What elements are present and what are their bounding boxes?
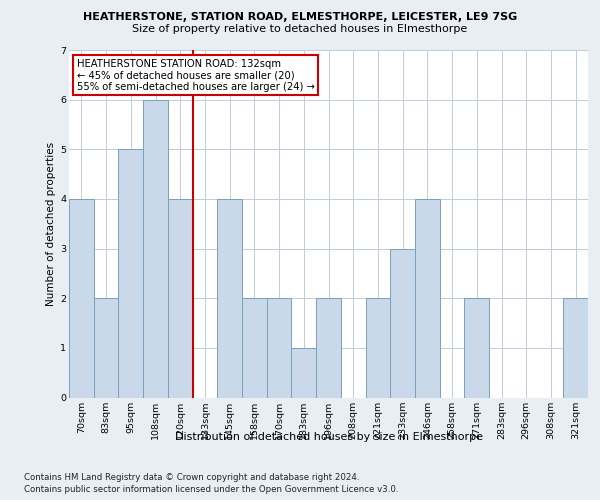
Text: Contains HM Land Registry data © Crown copyright and database right 2024.: Contains HM Land Registry data © Crown c… — [24, 472, 359, 482]
Bar — [168, 199, 193, 398]
Text: HEATHERSTONE STATION ROAD: 132sqm
← 45% of detached houses are smaller (20)
55% : HEATHERSTONE STATION ROAD: 132sqm ← 45% … — [77, 58, 314, 92]
Text: Size of property relative to detached houses in Elmesthorpe: Size of property relative to detached ho… — [133, 24, 467, 34]
Y-axis label: Number of detached properties: Number of detached properties — [46, 142, 56, 306]
Bar — [118, 150, 143, 398]
Bar — [242, 298, 267, 398]
Bar — [267, 298, 292, 398]
Text: HEATHERSTONE, STATION ROAD, ELMESTHORPE, LEICESTER, LE9 7SG: HEATHERSTONE, STATION ROAD, ELMESTHORPE,… — [83, 12, 517, 22]
Bar — [365, 298, 390, 398]
Bar — [464, 298, 489, 398]
Bar — [415, 199, 440, 398]
Bar — [69, 199, 94, 398]
Bar — [390, 248, 415, 398]
Bar — [143, 100, 168, 398]
Bar — [217, 199, 242, 398]
Text: Contains public sector information licensed under the Open Government Licence v3: Contains public sector information licen… — [24, 485, 398, 494]
Bar — [292, 348, 316, 398]
Bar — [563, 298, 588, 398]
Bar — [94, 298, 118, 398]
Bar — [316, 298, 341, 398]
Text: Distribution of detached houses by size in Elmesthorpe: Distribution of detached houses by size … — [175, 432, 483, 442]
